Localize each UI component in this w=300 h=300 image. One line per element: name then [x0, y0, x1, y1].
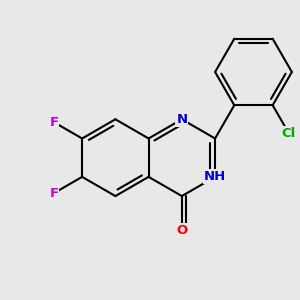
Text: O: O	[176, 224, 188, 237]
Text: Cl: Cl	[282, 127, 296, 140]
Text: F: F	[49, 187, 58, 200]
Text: NH: NH	[204, 170, 226, 183]
Text: N: N	[176, 113, 188, 126]
Text: F: F	[49, 116, 58, 129]
